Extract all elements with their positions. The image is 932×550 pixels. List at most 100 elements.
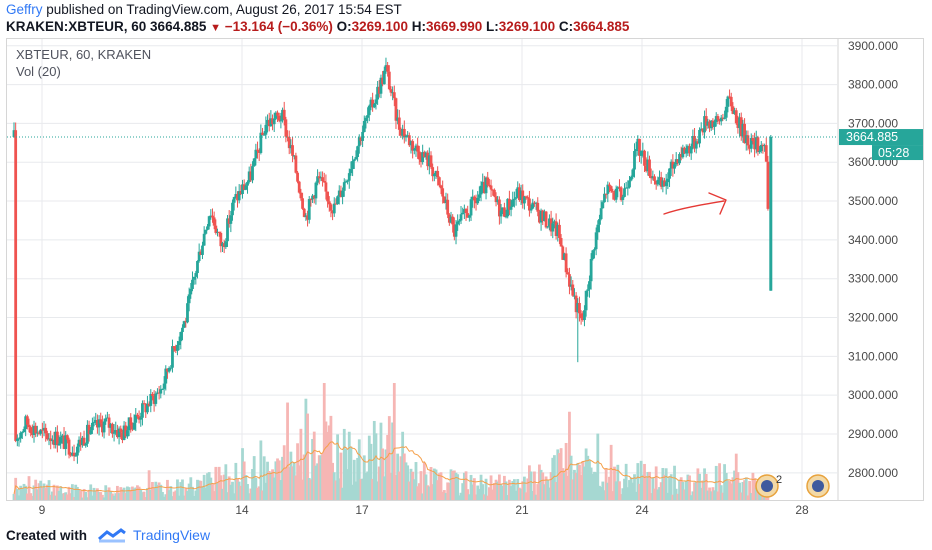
volume-bar [686,474,690,500]
candle-body [598,219,601,225]
volume-bar [706,490,710,500]
candle-body [87,424,91,435]
volume-bar [112,495,116,500]
volume-bar [611,491,615,500]
volume-bar [164,494,168,500]
candle-body [336,196,339,205]
volume-bar [626,487,630,500]
candle-body [236,194,239,201]
volume-bar [169,486,173,500]
candlestick-chart[interactable]: 2800.000 2900.000 3000.000 3100.000 3200.000… [6,38,924,518]
volume-bar [623,478,626,500]
candle-body [514,197,518,199]
volume-bar [634,491,638,500]
candle-body [116,430,119,438]
candle-body [399,129,403,136]
volume-bar [568,411,571,500]
candle-body [176,344,179,351]
candle-body [588,281,591,290]
volume-bar [24,485,28,500]
volume-bar [484,478,488,500]
volume-bar [22,483,26,500]
volume-bar [583,466,586,500]
volume-bar [389,472,393,500]
volume-bar [182,495,186,500]
candle-body [226,218,229,242]
candle-body [249,171,253,181]
volume-bar [748,481,751,500]
volume-bar [444,493,448,500]
volume-bar [199,480,203,500]
volume-bar [329,415,333,500]
candle-body [766,161,770,209]
volume-bar [127,487,131,500]
volume-bar [75,486,79,500]
candle-body [377,86,381,94]
volume-bar [372,420,376,500]
volume-bar [664,468,668,500]
volume-bar [581,461,585,500]
volume-bar [227,476,231,500]
volume-bar [541,472,545,500]
volume-bar [469,474,473,500]
candle-body [564,253,568,273]
volume-bar [151,482,154,500]
volume-bar [553,455,556,500]
volume-bar [529,471,533,500]
volume-bar [139,489,143,500]
candle-body [536,202,540,212]
volume-bar [187,483,191,500]
volume-bar [122,487,126,500]
candle-body [684,149,688,154]
candle-body [267,119,271,127]
volume-bar [591,473,595,500]
volume-bar [462,472,466,500]
candle-body [469,199,473,216]
candle-body [101,423,104,433]
candle-body [204,229,208,234]
candle-body [206,226,209,230]
volume-bar [149,489,153,500]
volume-bar [269,472,273,500]
candle-body [401,128,405,136]
candle-body [369,99,373,106]
volume-bar [157,482,161,500]
candle-body [316,176,319,183]
volume-bar [638,483,641,500]
candle-body [574,295,578,313]
tradingview-brand[interactable]: TradingView [133,527,211,543]
volume-bar [142,491,146,500]
candle-body [669,161,673,169]
candle-body [164,368,168,384]
volume-bar [327,425,331,500]
candle-body [606,184,610,194]
volume-bar [554,481,558,500]
candle-body [436,170,440,178]
volume-bar [189,477,193,500]
candle-body [191,279,194,289]
volume-bar [29,493,33,500]
candle-body [427,155,431,167]
volume-bar [167,490,171,500]
volume-bar [714,465,718,500]
candle-body [27,424,31,428]
volume-bar [603,490,606,500]
author-link[interactable]: Geffry [6,2,43,17]
candle-body [599,208,603,220]
volume-bar [102,497,106,500]
volume-bar [454,472,458,500]
candle-body [447,214,451,223]
candle-body [451,216,455,225]
candle-body [19,432,23,439]
volume-bar [77,489,81,500]
volume-bar [624,463,628,500]
volume-bar [681,482,685,500]
annotation-arrow-shaft [663,200,725,215]
chart-area[interactable]: 2800.000 2900.000 3000.000 3100.000 3200.000… [6,38,924,518]
volume-bar [608,476,611,500]
candle-body [487,184,491,186]
candle-body [608,184,611,187]
volume-bar [716,491,720,500]
volume-bar [671,494,675,500]
candle-body [45,433,49,440]
